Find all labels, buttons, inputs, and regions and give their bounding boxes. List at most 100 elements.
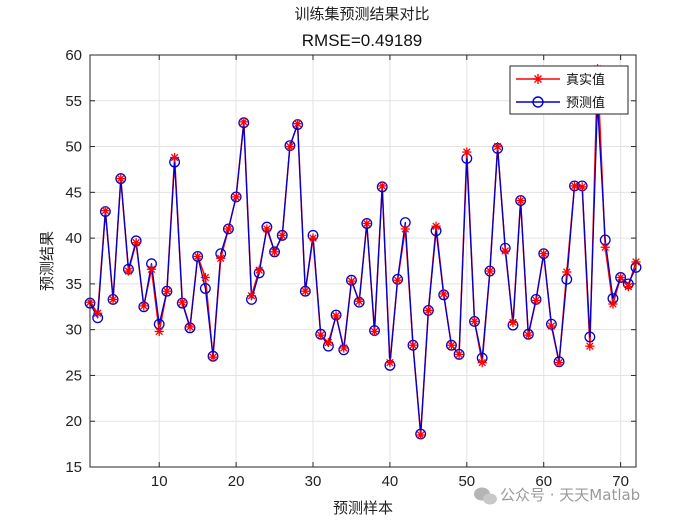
x-tick-label: 40 xyxy=(382,473,399,490)
y-tick-label: 15 xyxy=(65,459,82,476)
actual-point xyxy=(492,141,503,152)
actual-point xyxy=(139,301,149,311)
legend-label-actual: 真实值 xyxy=(566,72,605,88)
actual-point xyxy=(562,267,572,277)
watermark: 公众号 · 天天Matlab xyxy=(474,486,640,505)
actual-point xyxy=(285,141,295,152)
actual-point xyxy=(293,119,303,129)
actual-point xyxy=(477,358,487,368)
predicted-point xyxy=(199,283,211,294)
predicted-point xyxy=(299,285,311,297)
actual-point xyxy=(246,291,257,301)
actual-point xyxy=(354,296,364,306)
actual-point xyxy=(346,276,357,286)
actual-point xyxy=(393,275,403,285)
actual-point xyxy=(308,233,318,243)
predicted-point xyxy=(192,250,204,262)
y-tick-label: 45 xyxy=(65,184,82,201)
actual-point xyxy=(100,206,110,216)
actual-point xyxy=(400,224,410,234)
predicted-point xyxy=(230,191,242,203)
y-tick-label: 25 xyxy=(65,367,82,384)
actual-point xyxy=(169,152,180,163)
legend-box xyxy=(509,65,629,115)
predicted-point xyxy=(115,173,127,185)
actual-point xyxy=(462,147,472,157)
actual-point xyxy=(193,251,203,262)
actual-point xyxy=(154,326,164,337)
x-tick-label: 60 xyxy=(535,473,552,490)
wechat-icon xyxy=(474,487,497,505)
actual-point xyxy=(431,221,441,231)
predicted-point xyxy=(407,339,419,351)
actual-point xyxy=(423,305,433,316)
predicted-point xyxy=(276,229,288,241)
actual-point xyxy=(539,249,549,259)
actual-point xyxy=(577,182,587,192)
y-tick-label: 55 xyxy=(65,93,82,110)
actual-point xyxy=(339,343,349,353)
series-lines xyxy=(89,67,637,436)
y-tick-label: 50 xyxy=(65,139,82,156)
watermark-text: 公众号 · 天天Matlab xyxy=(500,486,640,504)
chart-title: 训练集预测结果对比 xyxy=(294,5,429,23)
actual-point xyxy=(277,230,287,240)
actual-point xyxy=(123,266,134,276)
actual-point xyxy=(446,340,457,350)
legend: 真实值 预测值 xyxy=(509,65,629,115)
actual-point xyxy=(585,341,595,351)
actual-point xyxy=(377,181,387,191)
actual-point xyxy=(208,352,218,362)
actual-point xyxy=(369,326,380,337)
predicted-point xyxy=(445,339,457,351)
predicted-point xyxy=(515,195,527,207)
actual-point xyxy=(316,330,326,340)
actual-point xyxy=(146,264,157,274)
actual-point xyxy=(323,337,333,348)
actual-point xyxy=(531,295,541,305)
actual-point xyxy=(162,286,172,296)
actual-point xyxy=(569,181,580,191)
predicted-point xyxy=(269,246,281,258)
y-tick-label: 40 xyxy=(65,230,82,247)
y-tick-label: 60 xyxy=(65,47,82,64)
actual-point xyxy=(200,272,210,283)
actual-point xyxy=(454,349,464,359)
actual-point xyxy=(239,117,249,127)
predicted-point xyxy=(484,265,496,277)
y-tick-label: 30 xyxy=(65,322,82,339)
actual-point xyxy=(469,316,480,327)
actual-point xyxy=(416,430,426,440)
x-tick-label: 20 xyxy=(228,473,245,490)
actual-point xyxy=(608,299,618,309)
chart-subtitle: RMSE=0.49189 xyxy=(302,31,423,50)
actual-point xyxy=(439,289,449,299)
actual-point xyxy=(262,224,272,234)
actual-point xyxy=(523,330,533,340)
plot-frame xyxy=(89,54,637,468)
predicted-point xyxy=(361,218,373,229)
actual-point xyxy=(185,322,195,332)
x-axis-label: 预测样本 xyxy=(333,499,393,517)
actual-point xyxy=(331,311,341,321)
actual-point xyxy=(131,238,141,248)
actual-point xyxy=(600,242,610,252)
predicted-point xyxy=(422,304,434,316)
predicted-point xyxy=(469,315,480,327)
actual-point xyxy=(300,286,310,296)
predicted-point xyxy=(161,285,173,297)
predicted-series-line xyxy=(89,101,637,435)
y-axis-label: 预测结果 xyxy=(38,231,56,291)
predicted-point xyxy=(107,294,119,305)
actual-point xyxy=(546,321,557,331)
predicted-point xyxy=(453,348,465,360)
predicted-point xyxy=(615,272,627,283)
legend-label-predicted: 预测值 xyxy=(566,95,605,111)
actual-point xyxy=(385,358,395,368)
actual-point xyxy=(269,247,280,257)
x-tick-label: 10 xyxy=(151,473,168,490)
actual-point xyxy=(116,174,126,184)
actual-point xyxy=(623,282,633,292)
actual-point xyxy=(485,266,495,276)
